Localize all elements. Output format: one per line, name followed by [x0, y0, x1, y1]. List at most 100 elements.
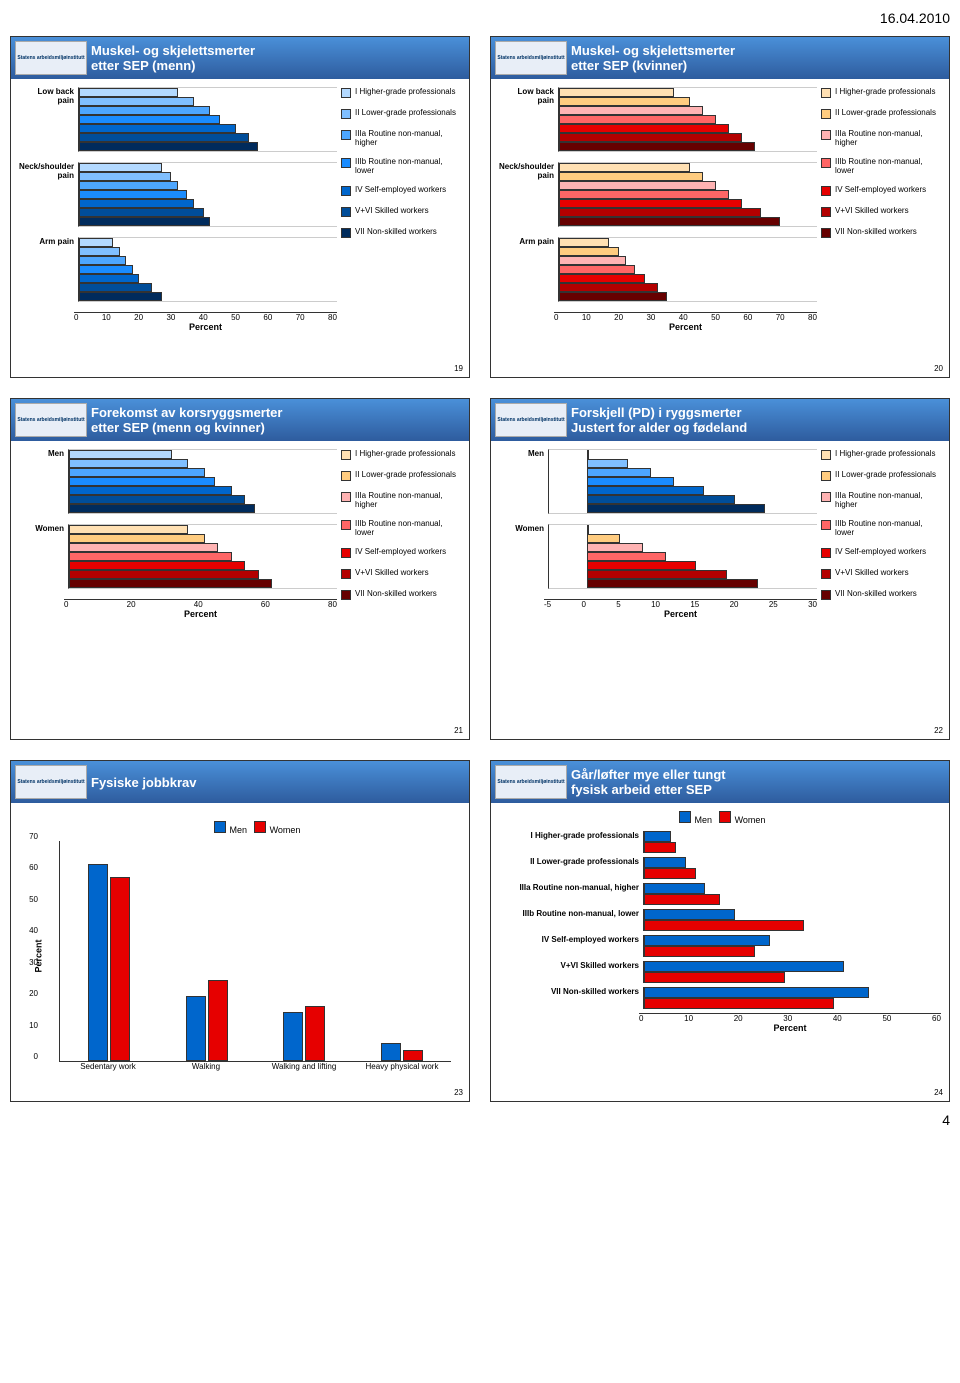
y-tick: 20 [29, 989, 38, 998]
slide-title: Statens arbeidsmiljøinstitutt Forekomst … [11, 399, 469, 441]
legend-swatch [214, 821, 226, 833]
legend-label: II Lower-grade professionals [355, 108, 456, 117]
x-tick: 20 [614, 313, 623, 322]
legend-item: IV Self-employed workers [821, 547, 941, 558]
bar [79, 163, 162, 172]
legend-swatch [821, 492, 831, 502]
bar [559, 256, 626, 265]
slide-24: Statens arbeidsmiljøinstitutt Går/løfter… [490, 760, 950, 1102]
legend-item: IIIa Routine non-manual, higher [341, 129, 461, 147]
title-line1: Forskjell (PD) i ryggsmerter [571, 405, 943, 420]
category-label: Women [499, 524, 548, 589]
bar [559, 199, 742, 208]
legend-item: IV Self-employed workers [341, 547, 461, 558]
title-line1: Fysiske jobbkrav [91, 775, 463, 790]
bar [186, 996, 206, 1061]
legend-item: II Lower-grade professionals [341, 470, 461, 481]
legend-label: VII Non-skilled workers [835, 589, 917, 598]
legend: I Higher-grade professionals II Lower-gra… [337, 449, 461, 729]
bar [644, 987, 869, 998]
title-line1: Forekomst av korsryggsmerter [91, 405, 463, 420]
chart-area: Men Women 010203040506070PercentSedentar… [19, 811, 461, 1091]
bar [69, 543, 218, 552]
legend-swatch [341, 158, 351, 168]
legend: I Higher-grade professionals II Lower-gra… [817, 87, 941, 367]
bar [587, 543, 643, 552]
legend-label: IIIb Routine non-manual, lower [355, 519, 461, 537]
category-label: Arm pain [499, 237, 558, 302]
legend-swatch [341, 450, 351, 460]
bar-group [158, 980, 256, 1061]
legend-label: VII Non-skilled workers [355, 589, 437, 598]
category-label: Men [19, 449, 68, 514]
y-tick: 70 [29, 832, 38, 841]
x-tick: 80 [328, 313, 337, 322]
x-tick: 0 [74, 313, 78, 322]
bar [69, 504, 255, 513]
slide-number: 21 [454, 726, 463, 735]
legend-label: IV Self-employed workers [835, 185, 926, 194]
legend-label: I Higher-grade professionals [355, 449, 456, 458]
header-date: 16.04.2010 [10, 10, 950, 26]
legend: Men Women [59, 821, 451, 835]
legend-item: I Higher-grade professionals [821, 449, 941, 460]
bar [587, 504, 765, 513]
bar [69, 459, 188, 468]
bar [559, 163, 690, 172]
bar [79, 124, 236, 133]
legend: Men Women [499, 811, 941, 825]
x-tick: 25 [769, 600, 778, 609]
category-label: Low back pain [499, 87, 558, 152]
x-category-label: Heavy physical work [353, 1062, 451, 1071]
x-tick: 0 [581, 600, 585, 609]
bar [283, 1012, 303, 1061]
legend-swatch [341, 548, 351, 558]
bar [79, 292, 162, 301]
bar [644, 972, 785, 983]
legend-swatch [821, 569, 831, 579]
bar [79, 106, 210, 115]
bar [69, 495, 245, 504]
logo-icon: Statens arbeidsmiljøinstitutt [15, 765, 87, 799]
x-tick: 20 [134, 313, 143, 322]
y-tick: 10 [29, 1021, 38, 1030]
bar [644, 842, 676, 853]
slide-19: Statens arbeidsmiljøinstitutt Muskel- og… [10, 36, 470, 378]
y-tick: 0 [34, 1052, 38, 1061]
bar [79, 88, 178, 97]
legend-swatch [679, 811, 691, 823]
legend-swatch [341, 590, 351, 600]
bar [208, 980, 228, 1061]
legend-label: VII Non-skilled workers [355, 227, 437, 236]
bar [79, 217, 210, 226]
legend-label: V+VI Skilled workers [355, 206, 429, 215]
x-tick: -5 [544, 600, 551, 609]
legend-item: II Lower-grade professionals [821, 108, 941, 119]
legend-label: I Higher-grade professionals [835, 87, 936, 96]
legend-swatch [821, 130, 831, 140]
logo-icon: Statens arbeidsmiljøinstitutt [495, 765, 567, 799]
x-tick: 70 [776, 313, 785, 322]
bar [587, 486, 704, 495]
legend-item: I Higher-grade professionals [341, 87, 461, 98]
bar [559, 247, 619, 256]
legend: I Higher-grade professionalsII Lower-gra… [817, 449, 941, 729]
bar [79, 247, 120, 256]
legend-item: IV Self-employed workers [341, 185, 461, 196]
x-axis-label: Percent [639, 1023, 941, 1033]
legend-item: I Higher-grade professionals [341, 449, 461, 460]
chart-area: Low back painNeck/shoulder painArm pain0… [19, 87, 337, 367]
x-tick: 60 [932, 1014, 941, 1023]
x-tick: 70 [296, 313, 305, 322]
slide-title: Statens arbeidsmiljøinstitutt Fysiske jo… [11, 761, 469, 803]
legend-swatch [821, 228, 831, 238]
legend-swatch [821, 88, 831, 98]
x-tick: 80 [808, 313, 817, 322]
slide-title: Statens arbeidsmiljøinstitutt Forskjell … [491, 399, 949, 441]
bar [110, 877, 130, 1061]
category-label: IIIa Routine non-manual, higher [499, 883, 643, 905]
bar [587, 570, 727, 579]
bar [559, 208, 761, 217]
bar [79, 208, 204, 217]
category-label: Men [499, 449, 548, 514]
